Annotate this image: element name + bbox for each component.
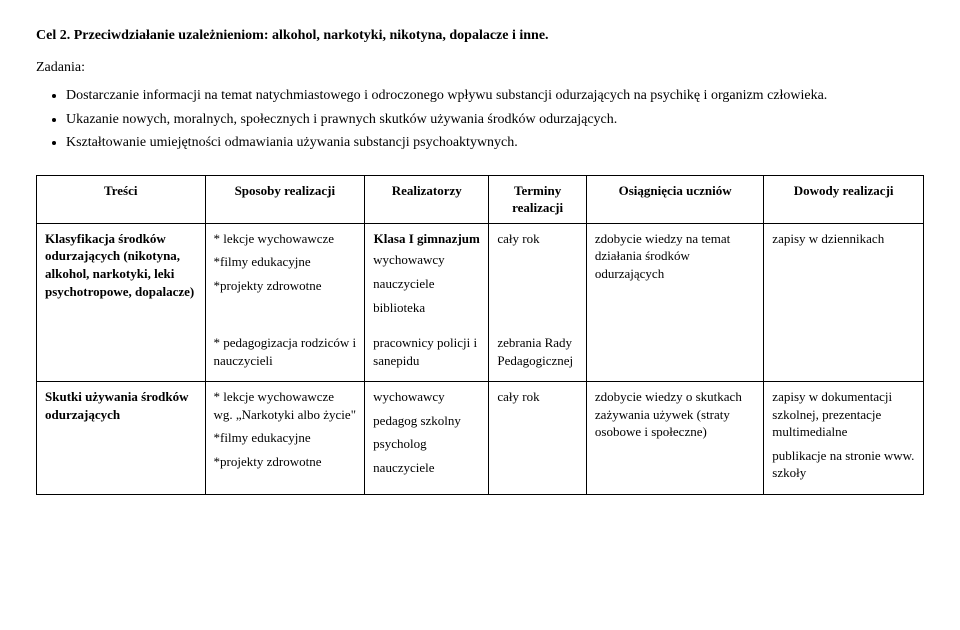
col-osiag: Osiągnięcia uczniów [586, 175, 763, 223]
cell-sposoby: * pedagogizacja rodziców i nauczycieli [205, 328, 365, 382]
cell-osiag: zdobycie wiedzy na temat działania środk… [586, 223, 763, 328]
cell-osiag [586, 328, 763, 382]
table-header-row: Treści Sposoby realizacji Realizatorzy T… [37, 175, 924, 223]
cell-terminy: zebrania Rady Pedagogicznej [489, 328, 587, 382]
cell-realizatorzy: Klasa I gimnazjum wychowawcynauczycieleb… [365, 223, 489, 328]
cell-dowody: zapisy w dziennikach [764, 223, 924, 328]
cell-realizatorzy: pracownicy policji i sanepidu [365, 328, 489, 382]
cell-osiag: zdobycie wiedzy o skutkach zażywania uży… [586, 382, 763, 495]
cell-realizatorzy-text: wychowawcynauczycielebiblioteka [373, 251, 480, 316]
tasks-list: Dostarczanie informacji na temat natychm… [66, 86, 924, 153]
section-label: Klasa I gimnazjum [373, 230, 480, 248]
col-dowody: Dowody realizacji [764, 175, 924, 223]
table-row: Skutki używania środków odurzających * l… [37, 382, 924, 495]
cell-sposoby: * lekcje wychowawcze wg. „Narkotyki albo… [205, 382, 365, 495]
curriculum-table: Treści Sposoby realizacji Realizatorzy T… [36, 175, 924, 495]
cell-tresci: Klasyfikacja środków odurzających (nikot… [37, 223, 206, 328]
col-terminy: Terminy realizacji [489, 175, 587, 223]
cell-tresci: Skutki używania środków odurzających [37, 382, 206, 495]
cell-realizatorzy: wychowawcypedagog szkolnypsycholognauczy… [365, 382, 489, 495]
col-tresci: Treści [37, 175, 206, 223]
cell-dowody [764, 328, 924, 382]
cell-terminy: cały rok [489, 382, 587, 495]
cell-dowody: zapisy w dokumentacji szkolnej, prezenta… [764, 382, 924, 495]
task-item: Ukazanie nowych, moralnych, społecznych … [66, 110, 924, 130]
cell-tresci [37, 328, 206, 382]
tasks-label: Zadania: [36, 60, 924, 76]
col-realizatorzy: Realizatorzy [365, 175, 489, 223]
goal-heading: Cel 2. Przeciwdziałanie uzależnieniom: a… [36, 28, 924, 44]
cell-terminy: cały rok [489, 223, 587, 328]
task-item: Dostarczanie informacji na temat natychm… [66, 86, 924, 106]
task-item: Kształtowanie umiejętności odmawiania uż… [66, 133, 924, 153]
col-sposoby: Sposoby realizacji [205, 175, 365, 223]
cell-sposoby: * lekcje wychowawcze*filmy edukacyjne*pr… [205, 223, 365, 328]
table-row: Klasyfikacja środków odurzających (nikot… [37, 223, 924, 328]
table-row: * pedagogizacja rodziców i nauczycieli p… [37, 328, 924, 382]
